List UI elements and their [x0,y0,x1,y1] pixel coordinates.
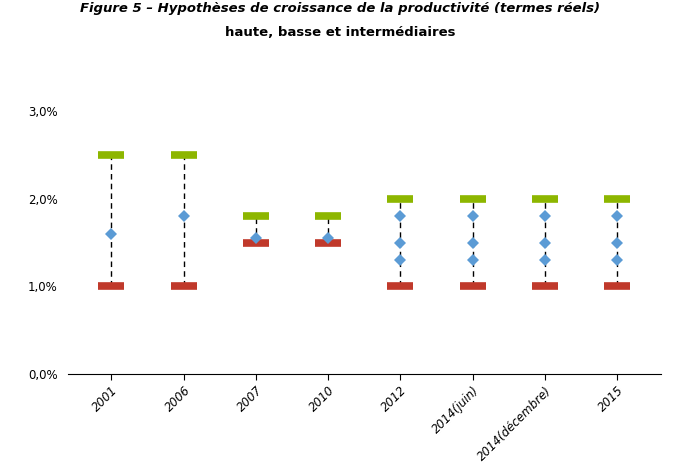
Text: Figure 5 – Hypothèses de croissance de la productivité (termes réels): Figure 5 – Hypothèses de croissance de l… [80,2,601,15]
Text: haute, basse et intermédiaires: haute, basse et intermédiaires [225,26,456,39]
